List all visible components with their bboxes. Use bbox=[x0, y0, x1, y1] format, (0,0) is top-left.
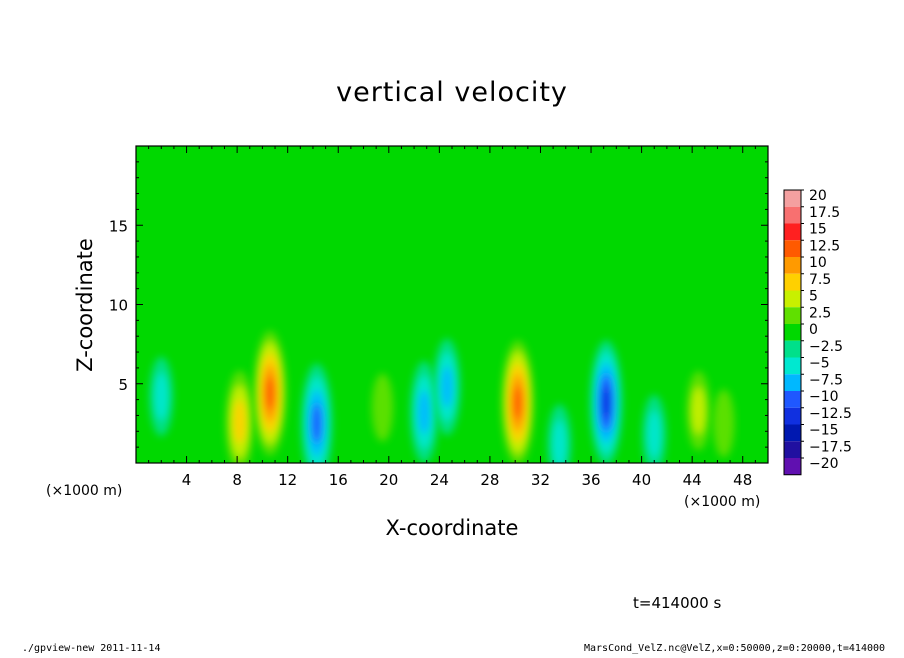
colorbar-swatch-15 bbox=[784, 424, 801, 442]
time-label: t=414000 s bbox=[633, 594, 722, 612]
colorbar-label-12: −7.5 bbox=[809, 372, 843, 388]
colorbar-label-11: −5 bbox=[809, 356, 830, 372]
colorbar: 2017.51512.5107.552.50−2.5−5−7.5−10−12.5… bbox=[783, 188, 852, 476]
heatmap-feature-2 bbox=[253, 330, 287, 456]
colorbar-swatch-4 bbox=[784, 240, 801, 257]
colorbar-swatch-11 bbox=[784, 357, 801, 375]
heatmap-feature-9 bbox=[686, 371, 711, 451]
x-tick-label-4: 4 bbox=[182, 471, 192, 489]
chart-title: vertical velocity bbox=[336, 77, 568, 108]
colorbar-swatch-13 bbox=[784, 391, 801, 408]
colorbar-label-10: −2.5 bbox=[809, 339, 843, 355]
colorbar-label-16: −17.5 bbox=[809, 439, 852, 455]
heatmap-feature-11 bbox=[149, 356, 174, 437]
y-tick-label-15: 15 bbox=[109, 217, 128, 235]
y-tick-label-5: 5 bbox=[118, 376, 128, 394]
colorbar-label-3: 15 bbox=[809, 222, 827, 238]
x-tick-label-20: 20 bbox=[379, 471, 398, 489]
heatmap-feature-1 bbox=[225, 370, 254, 463]
heatmap-feature-8 bbox=[590, 340, 623, 463]
heatmap-feature-6 bbox=[433, 338, 461, 436]
x-tick-label-40: 40 bbox=[632, 471, 651, 489]
colorbar-frame bbox=[783, 189, 802, 476]
x-tick-label-44: 44 bbox=[683, 471, 702, 489]
x-tick-label-48: 48 bbox=[733, 471, 752, 489]
y-unit-label: (×1000 m) bbox=[684, 494, 760, 510]
x-axis-label: X-coordinate bbox=[386, 516, 519, 540]
colorbar-label-4: 12.5 bbox=[809, 238, 840, 254]
colorbar-swatch-6 bbox=[784, 273, 801, 291]
footer-right: MarsCond_VelZ.nc@VelZ,x=0:50000,z=0:2000… bbox=[584, 643, 886, 654]
footer-left: ./gpview-new 2011-11-14 bbox=[22, 643, 161, 654]
colorbar-swatch-3 bbox=[784, 223, 801, 241]
colorbar-label-5: 10 bbox=[809, 255, 827, 271]
colorbar-label-9: 0 bbox=[809, 322, 818, 338]
heatmap-feature-12 bbox=[547, 404, 572, 463]
x-tick-label-28: 28 bbox=[480, 471, 499, 489]
colorbar-label-6: 7.5 bbox=[809, 272, 831, 288]
colorbar-label-2: 17.5 bbox=[809, 205, 840, 221]
colorbar-label-8: 2.5 bbox=[809, 305, 831, 321]
colorbar-label-13: −10 bbox=[809, 389, 839, 405]
y-tick-label-10: 10 bbox=[109, 297, 128, 315]
colorbar-swatch-14 bbox=[784, 407, 801, 425]
colorbar-swatch-10 bbox=[784, 340, 801, 358]
heatmap-feature-5 bbox=[410, 361, 439, 463]
colorbar-swatch-1 bbox=[784, 190, 801, 207]
colorbar-swatch-16 bbox=[784, 441, 801, 458]
colorbar-label-17: −20 bbox=[809, 456, 839, 472]
colorbar-swatch-9 bbox=[784, 324, 801, 341]
colorbar-label-14: −12.5 bbox=[809, 406, 852, 422]
colorbar-swatch-7 bbox=[784, 290, 801, 308]
x-tick-label-36: 36 bbox=[581, 471, 600, 489]
x-tick-label-8: 8 bbox=[232, 471, 242, 489]
heatmap-feature-10 bbox=[713, 389, 735, 458]
colorbar-label-1: 20 bbox=[809, 188, 827, 204]
heatmap-feature-13 bbox=[642, 394, 667, 463]
colorbar-swatch-12 bbox=[784, 374, 801, 391]
x-tick-label-24: 24 bbox=[430, 471, 449, 489]
x-unit-label: (×1000 m) bbox=[46, 483, 122, 499]
y-axis-label: Z-coordinate bbox=[73, 238, 97, 372]
heatmap-feature-3 bbox=[301, 363, 333, 463]
heatmap-feature-4 bbox=[371, 373, 394, 442]
colorbar-swatch-2 bbox=[784, 206, 801, 224]
x-tick-label-32: 32 bbox=[531, 471, 550, 489]
colorbar-swatch-8 bbox=[784, 307, 801, 324]
colorbar-swatch-5 bbox=[784, 257, 801, 274]
x-tick-label-12: 12 bbox=[278, 471, 297, 489]
colorbar-swatch-17 bbox=[784, 458, 801, 475]
heatmap-feature-7 bbox=[501, 340, 534, 463]
colorbar-label-7: 5 bbox=[809, 289, 818, 305]
x-tick-label-16: 16 bbox=[329, 471, 348, 489]
colorbar-label-15: −15 bbox=[809, 423, 839, 439]
